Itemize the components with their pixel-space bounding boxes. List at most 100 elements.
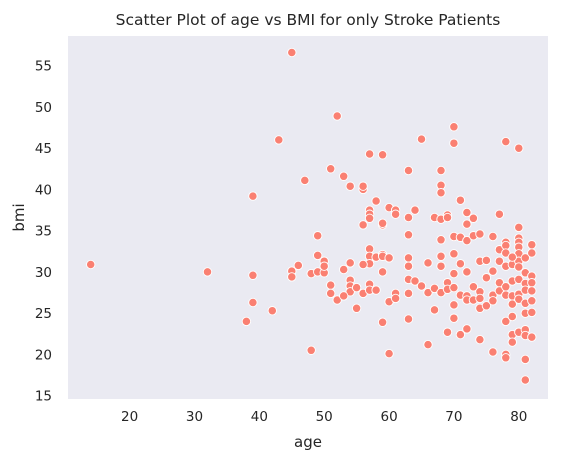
- data-point: [442, 327, 453, 337]
- x-tick-label: 20: [121, 409, 138, 425]
- data-point: [468, 213, 479, 223]
- data-point: [488, 266, 498, 276]
- data-point: [462, 235, 472, 246]
- data-point: [339, 171, 349, 181]
- data-point: [475, 334, 485, 345]
- data-point: [436, 261, 446, 271]
- data-points: [86, 47, 537, 385]
- data-point: [326, 280, 336, 290]
- data-point: [86, 259, 96, 270]
- data-point: [390, 293, 401, 304]
- data-point: [520, 354, 530, 365]
- data-point: [345, 181, 355, 191]
- data-point: [364, 213, 375, 223]
- data-point: [377, 218, 388, 228]
- data-point: [423, 258, 433, 268]
- data-point: [455, 329, 466, 340]
- x-tick-label: 80: [510, 409, 527, 425]
- data-point: [326, 288, 336, 299]
- data-point: [403, 288, 414, 299]
- data-point: [455, 195, 466, 205]
- data-point: [501, 136, 511, 147]
- data-point: [449, 138, 459, 148]
- data-point: [416, 134, 427, 144]
- data-point: [371, 196, 381, 206]
- x-tick-label: 50: [316, 409, 333, 425]
- data-point: [313, 231, 323, 241]
- data-point: [488, 231, 498, 242]
- x-axis-label: age: [294, 433, 322, 451]
- data-point: [481, 301, 492, 311]
- data-point: [313, 250, 323, 261]
- data-point: [410, 205, 420, 215]
- data-point: [462, 267, 472, 277]
- data-point: [449, 268, 459, 279]
- data-point: [377, 267, 388, 277]
- data-point: [488, 347, 498, 357]
- data-point: [442, 212, 453, 223]
- data-point: [436, 188, 446, 198]
- data-point: [351, 303, 362, 313]
- data-point: [358, 220, 368, 230]
- data-point: [403, 253, 414, 263]
- data-point: [293, 260, 303, 271]
- data-point: [274, 135, 284, 145]
- data-point: [488, 296, 498, 306]
- data-point: [507, 252, 517, 262]
- data-point: [358, 181, 368, 191]
- data-point: [403, 230, 414, 240]
- y-axis-label: bmi: [10, 203, 28, 231]
- data-point: [202, 267, 213, 277]
- y-tick-label: 40: [35, 182, 52, 198]
- data-point: [494, 256, 505, 266]
- data-point: [449, 122, 459, 132]
- data-point: [326, 164, 336, 174]
- x-tick-label: 40: [251, 409, 268, 425]
- data-point: [371, 285, 381, 295]
- data-point: [306, 345, 316, 355]
- data-point: [449, 300, 459, 310]
- plot-area: [68, 36, 548, 399]
- data-point: [436, 165, 446, 176]
- data-point: [527, 286, 537, 296]
- data-point: [429, 283, 440, 294]
- data-point: [462, 207, 472, 218]
- data-point: [514, 143, 524, 153]
- y-tick-label: 15: [35, 389, 52, 405]
- data-point: [462, 324, 472, 334]
- data-point: [455, 259, 466, 269]
- data-point: [527, 307, 537, 318]
- data-point: [377, 150, 388, 160]
- data-point: [501, 316, 511, 327]
- data-point: [287, 272, 297, 282]
- data-point: [345, 287, 355, 297]
- y-tick-label: 35: [35, 224, 52, 240]
- data-point: [527, 248, 537, 258]
- data-point: [351, 282, 362, 293]
- x-axis-ticks: 20 30 40 50 60 70 80: [121, 409, 527, 425]
- data-point: [436, 235, 446, 245]
- data-point: [494, 209, 505, 219]
- data-point: [416, 281, 427, 291]
- data-point: [468, 282, 479, 292]
- data-point: [527, 296, 537, 306]
- data-point: [339, 291, 349, 301]
- y-tick-label: 30: [35, 265, 52, 281]
- x-tick-label: 60: [381, 409, 398, 425]
- data-point: [514, 274, 524, 285]
- data-point: [449, 313, 459, 323]
- data-point: [514, 262, 524, 272]
- data-point: [527, 240, 537, 250]
- data-point: [403, 314, 414, 324]
- y-axis-ticks: 15 20 25 30 35 40 45 50 55: [35, 59, 52, 405]
- data-point: [481, 273, 492, 283]
- data-point: [403, 165, 414, 176]
- data-point: [248, 270, 258, 280]
- y-tick-label: 45: [35, 141, 52, 157]
- data-point: [436, 251, 446, 261]
- data-point: [267, 306, 277, 316]
- y-tick-label: 50: [35, 100, 52, 116]
- data-point: [241, 316, 252, 327]
- data-point: [423, 287, 433, 298]
